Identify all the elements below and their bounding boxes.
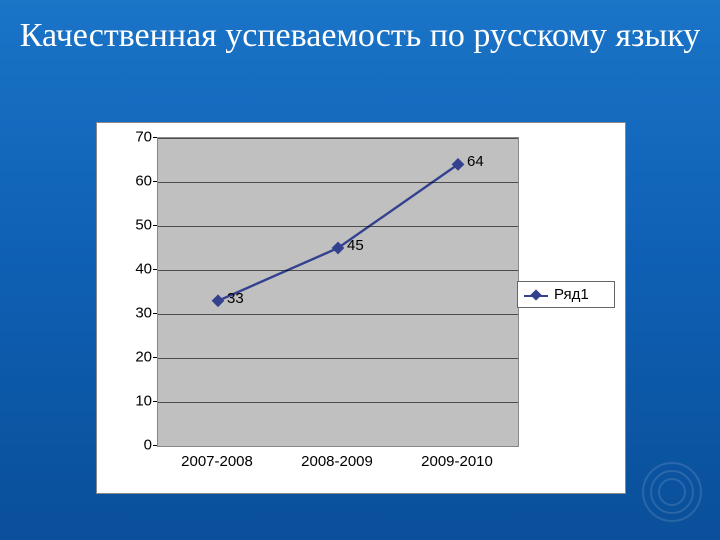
y-tick-mark xyxy=(153,401,157,402)
gridline xyxy=(158,314,518,315)
plot-area xyxy=(157,137,519,447)
y-tick-label: 20 xyxy=(97,349,152,366)
gridline xyxy=(158,270,518,271)
legend-label: Ряд1 xyxy=(554,286,589,303)
slide: Качественная успеваемость по русскому яз… xyxy=(0,0,720,540)
y-tick-mark xyxy=(153,269,157,270)
data-label: 64 xyxy=(467,153,484,170)
y-tick-label: 10 xyxy=(97,393,152,410)
legend-marker xyxy=(524,290,548,300)
chart-series-svg xyxy=(158,138,518,446)
page-title: Качественная успеваемость по русскому яз… xyxy=(0,0,720,57)
gridline xyxy=(158,402,518,403)
y-tick-label: 50 xyxy=(97,217,152,234)
decoration-ripple xyxy=(640,460,700,520)
y-tick-mark xyxy=(153,313,157,314)
gridline xyxy=(158,358,518,359)
x-tick-label: 2008-2009 xyxy=(301,453,373,470)
chart-container: Ряд1 0 10 20 30 40 50 60 70 2007-2008 2008-2009 20… xyxy=(96,122,626,494)
gridline xyxy=(158,182,518,183)
y-tick-mark xyxy=(153,357,157,358)
y-tick-mark xyxy=(153,445,157,446)
data-label: 33 xyxy=(227,290,244,307)
y-tick-mark xyxy=(153,225,157,226)
y-tick-mark xyxy=(153,181,157,182)
data-label: 45 xyxy=(347,237,364,254)
gridline xyxy=(158,138,518,139)
y-tick-label: 30 xyxy=(97,305,152,322)
legend: Ряд1 xyxy=(517,281,615,308)
x-tick-label: 2009-2010 xyxy=(421,453,493,470)
series-marker xyxy=(212,294,225,307)
gridline xyxy=(158,226,518,227)
y-tick-label: 70 xyxy=(97,129,152,146)
y-tick-label: 40 xyxy=(97,261,152,278)
y-tick-label: 60 xyxy=(97,173,152,190)
y-tick-mark xyxy=(153,137,157,138)
series-line xyxy=(218,164,458,300)
y-tick-label: 0 xyxy=(97,437,152,454)
x-tick-label: 2007-2008 xyxy=(181,453,253,470)
